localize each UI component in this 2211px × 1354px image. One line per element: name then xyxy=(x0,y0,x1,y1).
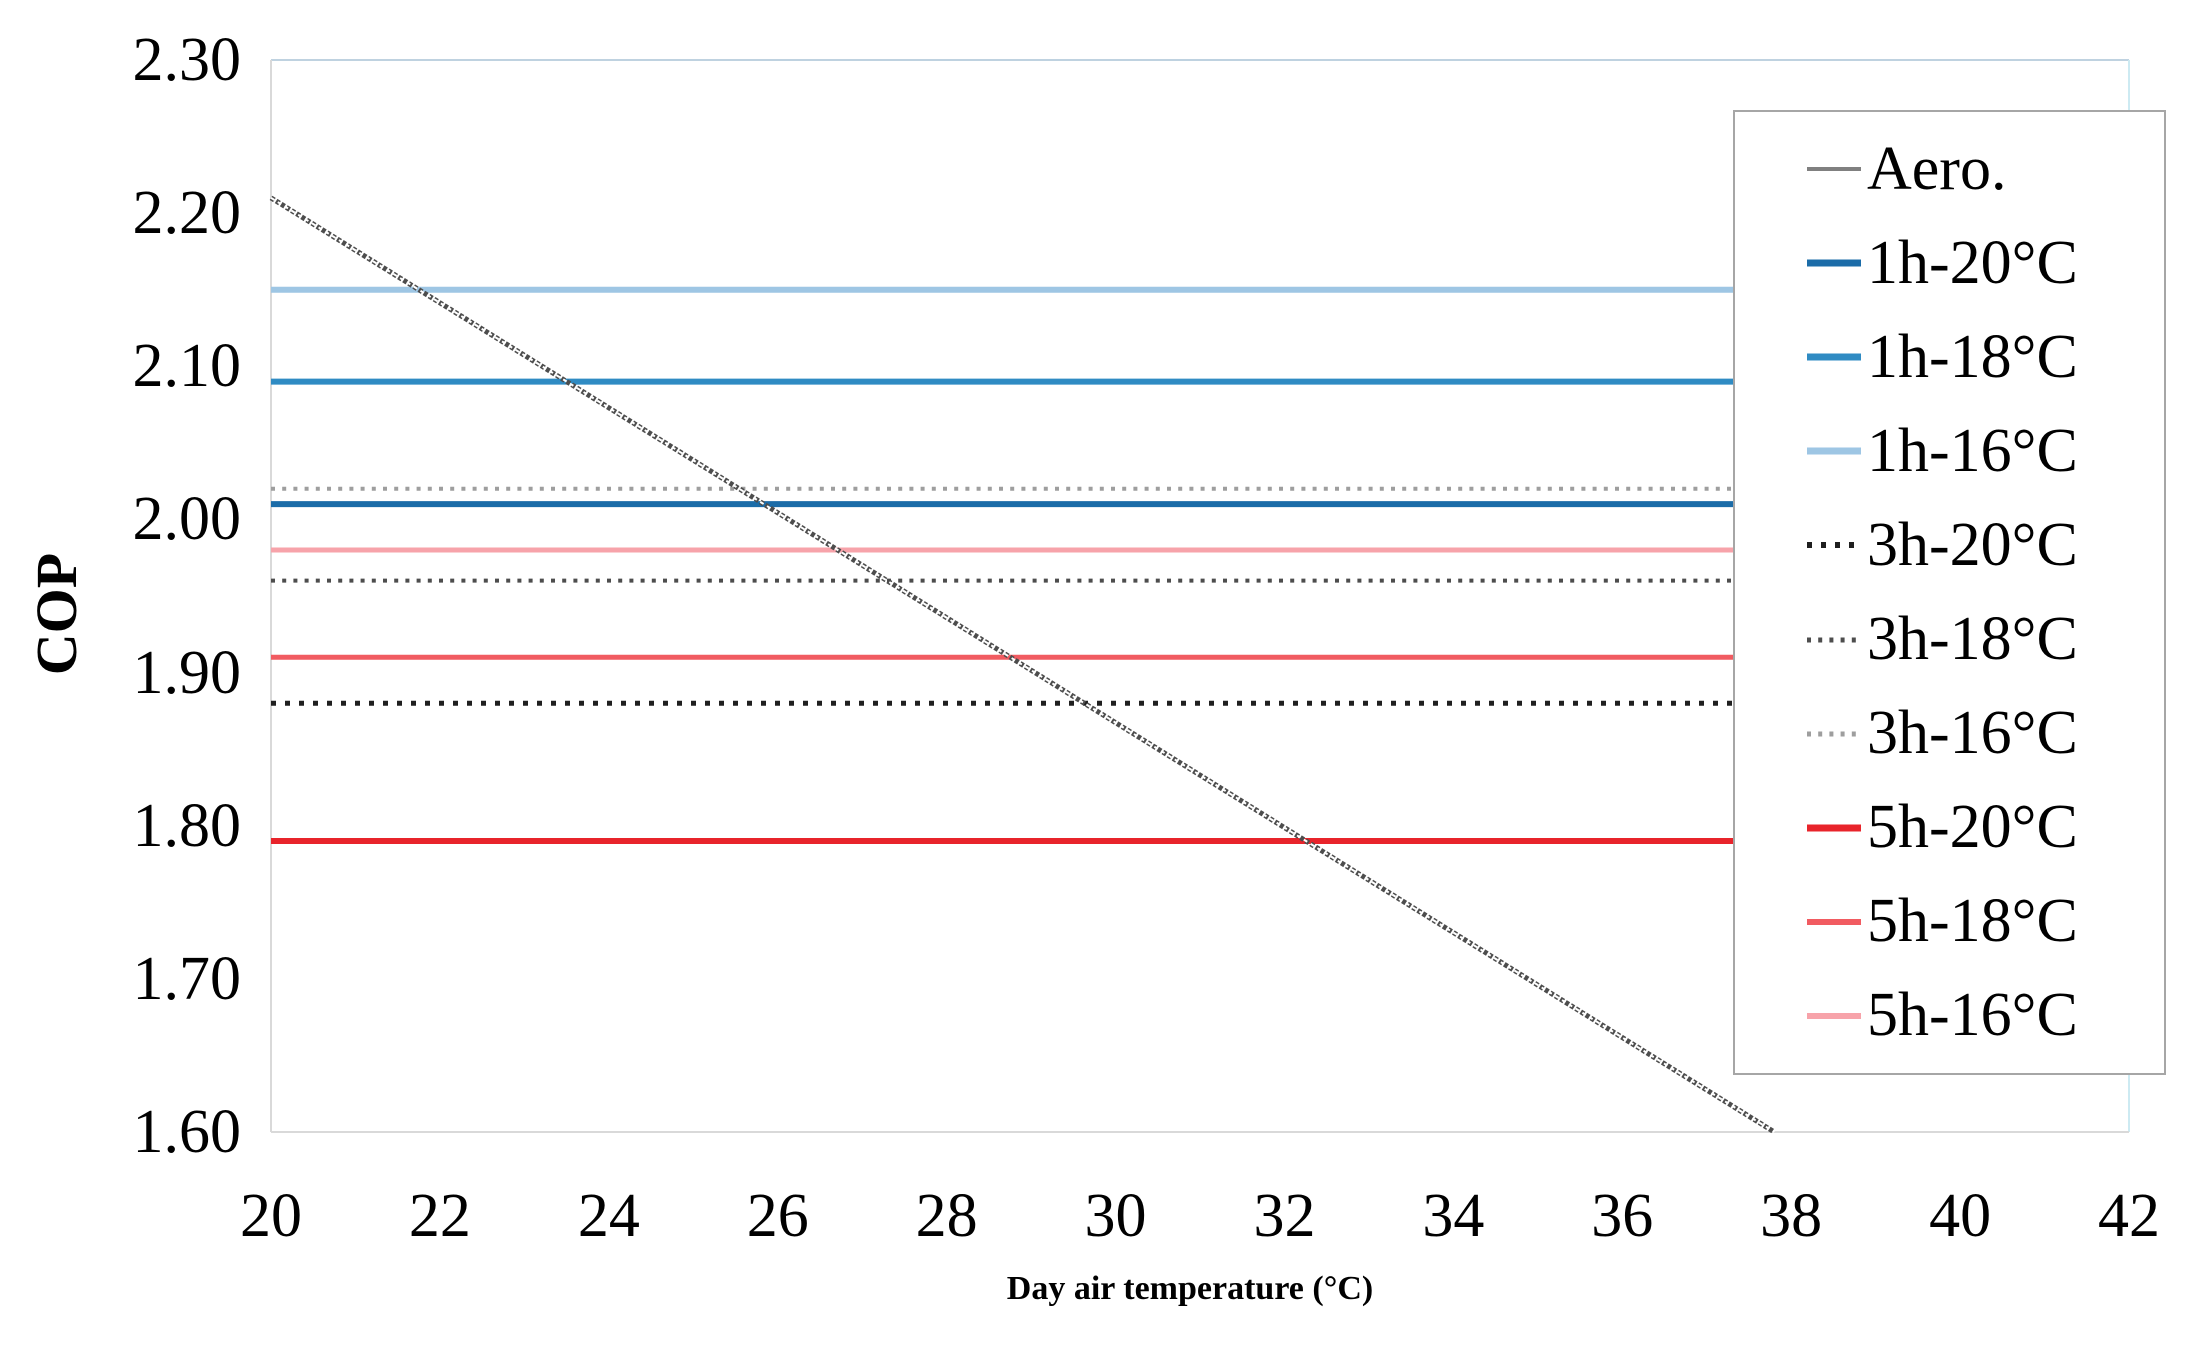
x-tick-label: 32 xyxy=(1253,1182,1316,1250)
legend-item-aero: Aero. xyxy=(1805,125,2164,213)
series-line-texture-aero xyxy=(270,196,1775,1133)
y-tick-label: 1.90 xyxy=(132,638,242,707)
legend-marker-1h-16-c xyxy=(1807,447,1861,455)
y-tick-label: 2.30 xyxy=(132,26,242,94)
legend-label-3h-16-c: 3h-16°C xyxy=(1867,699,2078,768)
x-tick-label: 20 xyxy=(240,1182,302,1250)
legend-label-aero: Aero. xyxy=(1867,134,2007,203)
y-tick-label: 1.70 xyxy=(132,944,242,1013)
x-axis-title: Day air temperature (°C) xyxy=(1006,1270,1374,1307)
legend-marker-5h-20-c xyxy=(1807,824,1861,832)
legend-item-5h-20-c: 5h-20°C xyxy=(1805,784,2164,872)
y-tick-label: 2.20 xyxy=(132,179,242,248)
legend-item-1h-18-c: 1h-18°C xyxy=(1805,313,2164,401)
x-tick-label: 28 xyxy=(915,1182,978,1250)
x-tick-label: 40 xyxy=(1929,1182,1992,1250)
legend-label-1h-20-c: 1h-20°C xyxy=(1867,228,2078,297)
legend-item-5h-18-c: 5h-18°C xyxy=(1805,878,2164,966)
y-tick-label: 1.60 xyxy=(132,1098,242,1166)
legend-item-3h-16-c: 3h-16°C xyxy=(1805,690,2164,778)
legend-marker-1h-18-c xyxy=(1807,353,1861,361)
x-tick-label: 22 xyxy=(408,1182,471,1250)
legend-marker-aero xyxy=(1807,167,1861,172)
legend-item-3h-18-c: 3h-18°C xyxy=(1805,596,2164,684)
x-tick-label: 36 xyxy=(1591,1182,1654,1250)
legend-label-3h-20-c: 3h-20°C xyxy=(1867,510,2078,579)
legend-marker-5h-16-c xyxy=(1807,1012,1861,1019)
x-tick-label: 30 xyxy=(1084,1182,1147,1250)
legend-item-1h-20-c: 1h-20°C xyxy=(1805,219,2164,307)
y-tick-label: 1.80 xyxy=(132,791,242,860)
x-tick-label: 26 xyxy=(746,1182,809,1250)
legend-label-5h-18-c: 5h-18°C xyxy=(1867,887,2078,956)
legend: Aero. 1h-20°C 1h-18°C 1h-16°C 3h-20°C 3h-18°C… xyxy=(1733,110,2166,1075)
legend-item-5h-16-c: 5h-16°C xyxy=(1805,972,2164,1060)
legend-marker-3h-18-c xyxy=(1807,637,1861,643)
y-tick-label: 2.10 xyxy=(132,332,242,401)
legend-marker-3h-20-c xyxy=(1807,542,1861,549)
legend-marker-5h-18-c xyxy=(1807,918,1861,925)
y-tick-label: 2.00 xyxy=(132,485,242,554)
legend-item-3h-20-c: 3h-20°C xyxy=(1805,501,2164,589)
legend-label-5h-16-c: 5h-16°C xyxy=(1867,981,2078,1050)
legend-label-1h-18-c: 1h-18°C xyxy=(1867,322,2078,391)
legend-marker-1h-20-c xyxy=(1807,259,1861,267)
legend-label-1h-16-c: 1h-16°C xyxy=(1867,416,2078,485)
series-line-aero xyxy=(269,195,1776,1135)
legend-item-1h-16-c: 1h-16°C xyxy=(1805,407,2164,495)
x-tick-label: 24 xyxy=(577,1182,640,1250)
x-tick-label: 34 xyxy=(1422,1182,1485,1250)
x-tick-label: 42 xyxy=(2098,1182,2160,1250)
legend-label-5h-20-c: 5h-20°C xyxy=(1867,793,2078,862)
legend-marker-3h-16-c xyxy=(1807,731,1861,737)
legend-label-3h-18-c: 3h-18°C xyxy=(1867,605,2078,674)
x-tick-label: 38 xyxy=(1760,1182,1823,1250)
y-axis-title: COP xyxy=(24,552,89,676)
